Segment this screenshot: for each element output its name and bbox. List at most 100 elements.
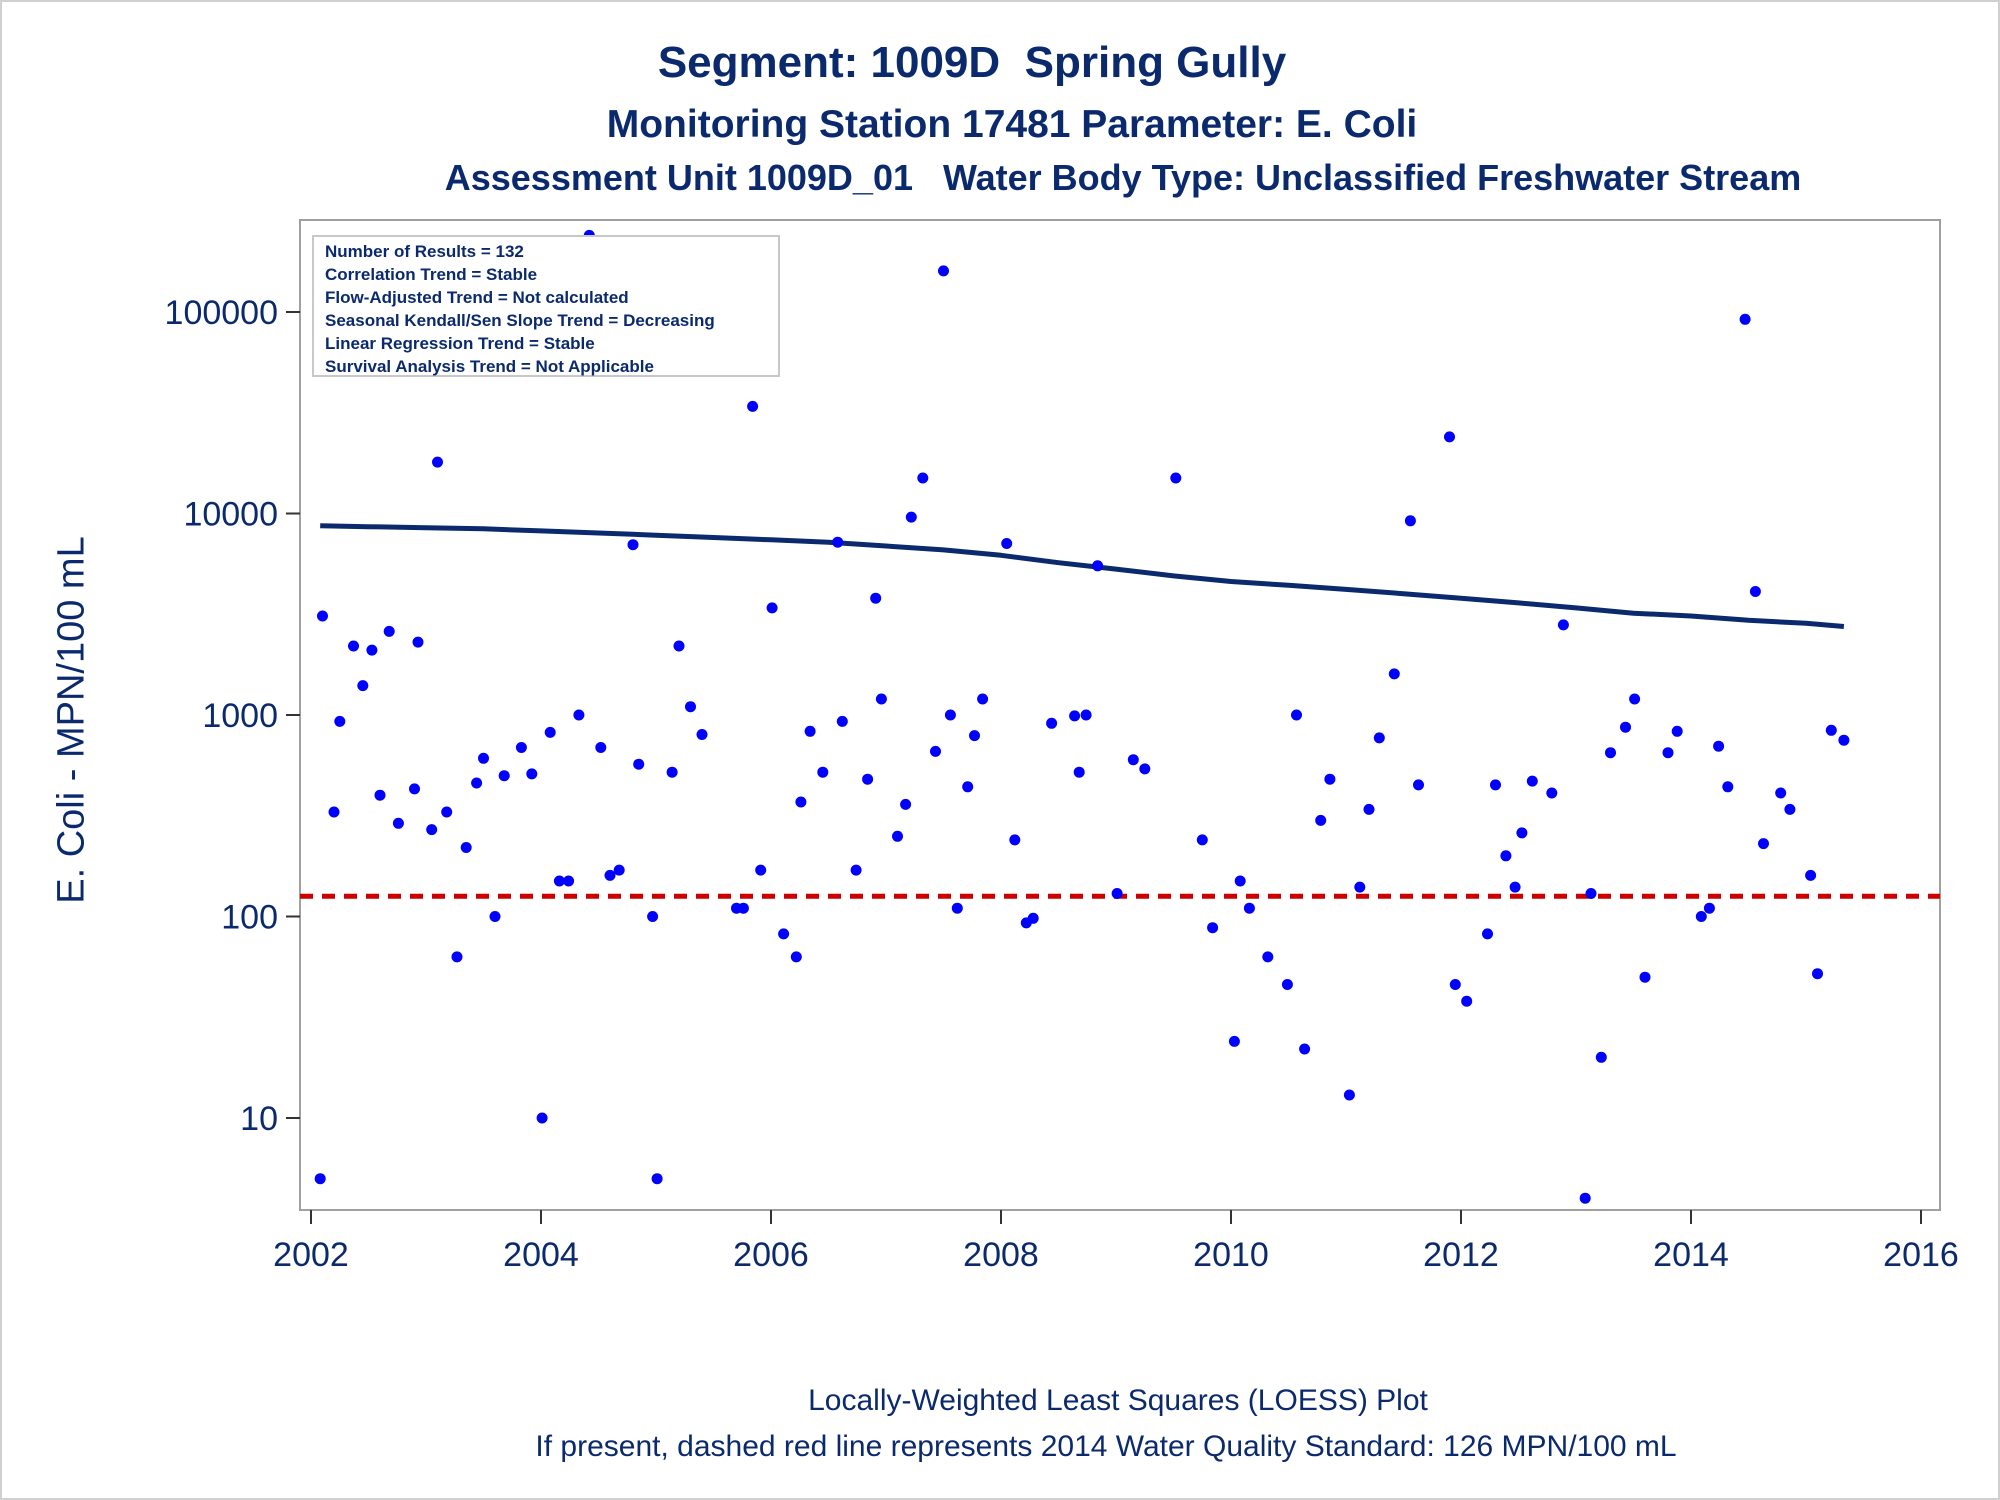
data-point xyxy=(870,592,882,604)
data-point xyxy=(432,456,443,468)
data-point xyxy=(498,770,510,782)
data-point xyxy=(1546,787,1558,799)
data-point xyxy=(905,511,917,523)
x-tick-label: 2012 xyxy=(1423,1236,1499,1274)
data-point xyxy=(1262,951,1274,963)
data-point xyxy=(836,715,848,727)
x-tick-label: 2010 xyxy=(1193,1236,1269,1274)
data-point xyxy=(563,875,575,887)
data-point xyxy=(850,864,862,876)
footnote-loess: Locally-Weighted Least Squares (LOESS) P… xyxy=(808,1384,1428,1417)
data-point xyxy=(1413,779,1424,791)
data-point xyxy=(1009,834,1021,846)
data-point xyxy=(1722,781,1734,793)
data-point xyxy=(357,680,369,692)
data-point xyxy=(348,640,359,652)
y-tick-label: 10 xyxy=(240,1100,278,1138)
data-point xyxy=(328,806,340,818)
data-point xyxy=(1662,747,1674,759)
data-point xyxy=(832,536,844,548)
data-point xyxy=(1490,779,1501,791)
data-point xyxy=(544,726,556,738)
data-point xyxy=(1557,619,1569,631)
stats-legend: Number of Results = 132 Correlation Tren… xyxy=(312,235,780,377)
data-point xyxy=(1825,724,1837,736)
data-point xyxy=(1579,1192,1591,1204)
data-point xyxy=(1243,902,1255,914)
data-point xyxy=(938,265,949,277)
data-point xyxy=(1500,850,1512,862)
data-point xyxy=(1758,838,1769,850)
data-point xyxy=(1585,888,1597,899)
data-point xyxy=(553,875,565,887)
data-point xyxy=(1170,472,1182,484)
data-point xyxy=(1228,1035,1240,1047)
data-point xyxy=(526,768,538,780)
data-point xyxy=(1838,734,1850,746)
data-point xyxy=(1629,693,1641,705)
data-point xyxy=(1363,803,1375,815)
data-point xyxy=(1069,710,1081,722)
data-point xyxy=(460,842,472,853)
data-point xyxy=(1526,775,1538,787)
data-point xyxy=(1324,773,1336,785)
x-tick-label: 2004 xyxy=(503,1236,579,1274)
data-point xyxy=(1404,515,1416,527)
data-point xyxy=(1605,747,1616,759)
data-point xyxy=(334,715,346,727)
data-point xyxy=(1373,732,1385,744)
data-point xyxy=(1027,912,1039,924)
data-point xyxy=(892,830,903,842)
data-point xyxy=(1695,911,1707,922)
data-point xyxy=(790,951,802,963)
data-point xyxy=(595,742,607,753)
data-point xyxy=(1073,766,1085,778)
data-point xyxy=(1713,740,1725,752)
data-point xyxy=(1482,928,1493,940)
data-point xyxy=(778,928,790,940)
data-point xyxy=(862,773,874,785)
data-point xyxy=(478,752,489,764)
data-point xyxy=(633,758,645,770)
data-point xyxy=(666,766,678,778)
data-point xyxy=(1139,763,1151,775)
data-point xyxy=(1046,717,1058,729)
data-point xyxy=(651,1173,663,1185)
data-point xyxy=(900,798,912,810)
data-point xyxy=(1620,721,1631,733)
data-point xyxy=(1388,668,1400,680)
data-point xyxy=(696,729,708,740)
data-point xyxy=(515,742,527,753)
data-point xyxy=(1315,814,1327,826)
data-point xyxy=(930,745,941,757)
data-point xyxy=(366,644,378,656)
data-point xyxy=(613,864,625,876)
chart-subtitle: Monitoring Station 17481 Parameter: E. C… xyxy=(606,103,1418,146)
data-point xyxy=(1343,1089,1355,1101)
data-point xyxy=(944,709,956,721)
data-point xyxy=(1092,560,1104,572)
data-point xyxy=(747,400,759,412)
chart-subtitle-2: Assessment Unit 1009D_01 Water Body Type… xyxy=(444,157,1802,198)
data-point xyxy=(1775,787,1787,799)
data-point xyxy=(804,725,816,737)
data-point xyxy=(1461,995,1473,1007)
data-point xyxy=(1671,725,1683,737)
data-point xyxy=(1234,875,1246,887)
data-point xyxy=(1703,902,1715,914)
y-axis-label: E. Coli - MPN/100 mL xyxy=(50,536,93,904)
data-point xyxy=(1281,979,1293,990)
data-point xyxy=(817,766,829,778)
data-point xyxy=(737,902,749,914)
data-point xyxy=(1001,538,1013,549)
data-point xyxy=(1299,1043,1311,1055)
stat-line: Number of Results = 132 xyxy=(325,242,524,261)
stat-line: Linear Regression Trend = Stable xyxy=(325,334,595,353)
data-point xyxy=(1509,881,1521,893)
stat-line: Survival Analysis Trend = Not Applicable xyxy=(325,357,654,376)
loess-line xyxy=(320,523,1845,629)
data-point xyxy=(314,1173,326,1185)
data-point xyxy=(471,777,483,789)
data-point xyxy=(573,709,585,721)
data-point xyxy=(627,539,639,551)
